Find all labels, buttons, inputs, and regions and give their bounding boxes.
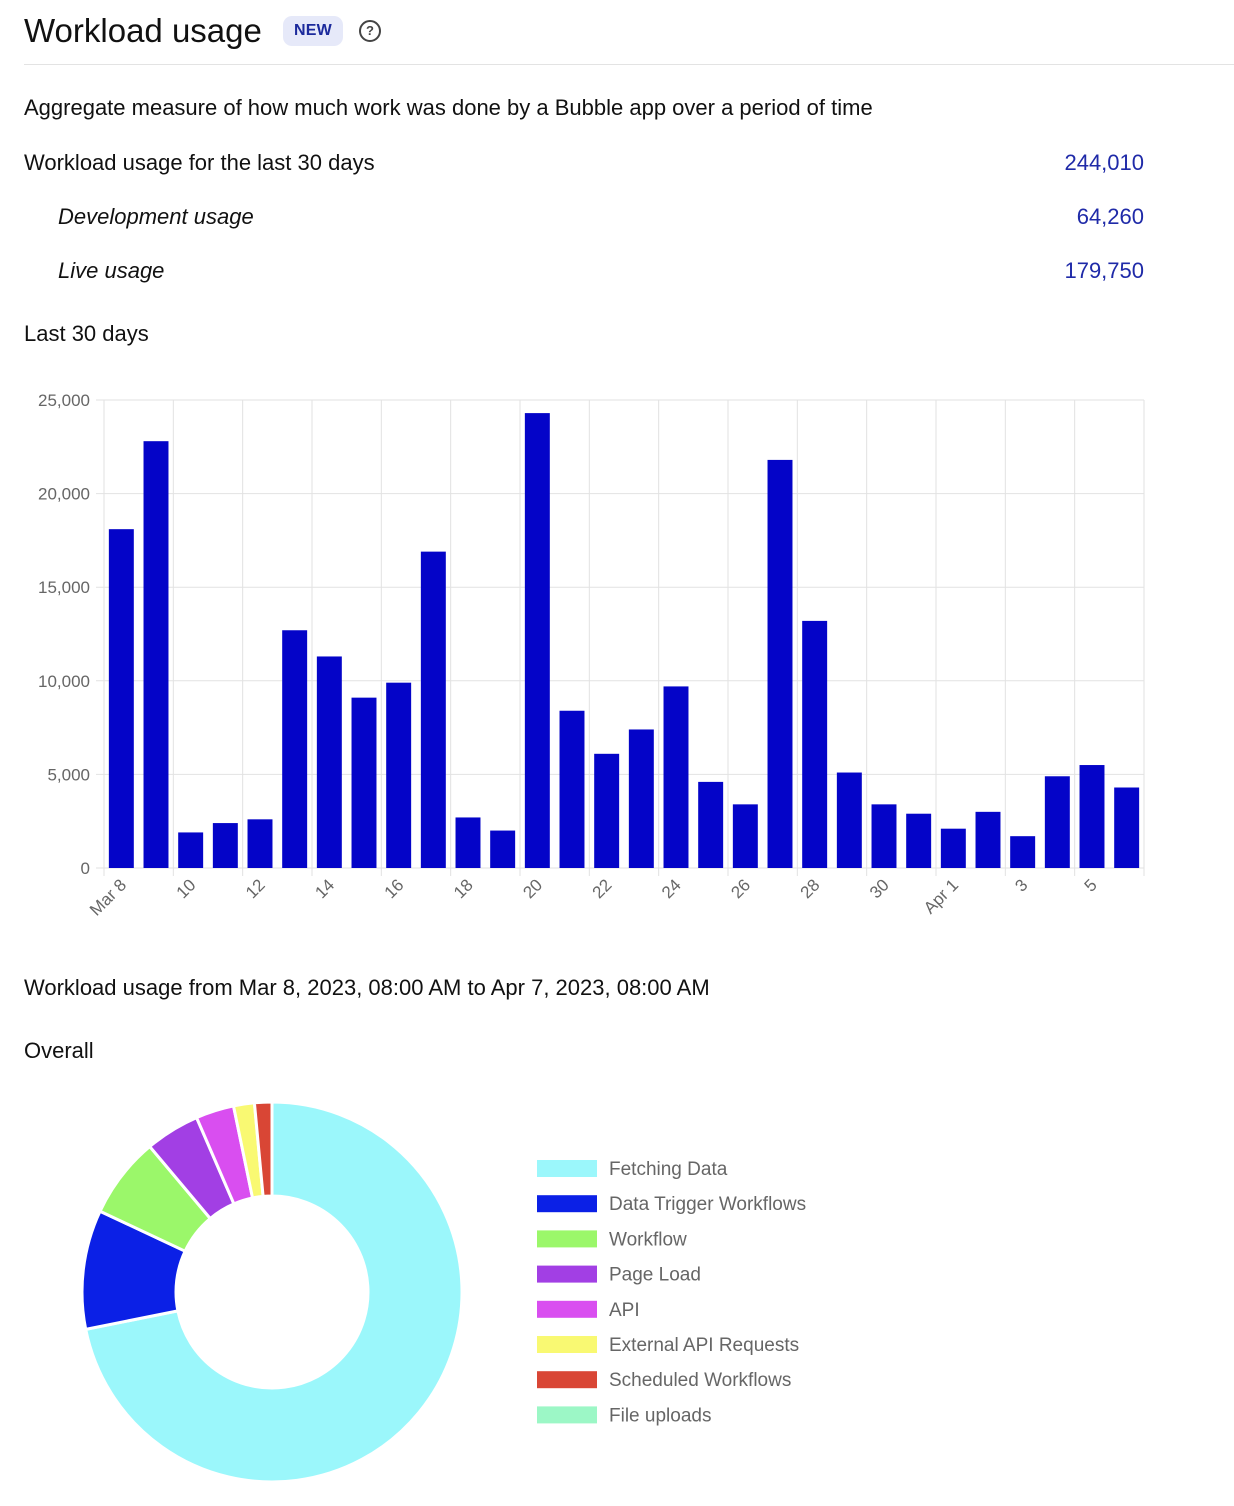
overall-donut-chart: Fetching Data Data Trigger Workflows Workf…: [80, 1100, 806, 1484]
bar-15[interactable]: [351, 697, 377, 868]
x-tick-label: 24: [658, 875, 685, 902]
y-tick-label: 10,000: [38, 672, 90, 691]
bar-24[interactable]: [663, 686, 689, 868]
legend-swatch: [537, 1265, 597, 1283]
bar-31[interactable]: [906, 813, 932, 868]
total-usage-label: Workload usage for the last 30 days: [24, 150, 375, 175]
slice-scheduled-workflows[interactable]: [252, 1100, 274, 1199]
x-tick-label: 30: [866, 875, 893, 902]
y-tick-label: 20,000: [38, 485, 90, 504]
legend-swatch: [537, 1371, 597, 1389]
total-usage-value: 244,010: [1064, 150, 1144, 175]
slice-fetching-data[interactable]: [83, 1100, 464, 1484]
overall-label: Overall: [24, 1038, 94, 1063]
y-tick-label: 5,000: [47, 765, 90, 784]
x-tick-label: Mar 8: [86, 875, 130, 919]
x-tick-label: 28: [797, 875, 824, 902]
bar-10[interactable]: [178, 832, 204, 868]
legend-label: File uploads: [609, 1405, 711, 1426]
legend-item-page-load[interactable]: Page Load: [537, 1265, 701, 1286]
bar-9[interactable]: [143, 441, 169, 868]
x-tick-label: 10: [173, 875, 200, 902]
legend-item-data-trigger-workflows[interactable]: Data Trigger Workflows: [537, 1194, 806, 1215]
page-header: Workload usage NEW ?: [24, 10, 1234, 65]
bar-29[interactable]: [836, 772, 862, 868]
legend-label: External API Requests: [609, 1335, 799, 1356]
legend-item-external-api-requests[interactable]: External API Requests: [537, 1335, 799, 1356]
bar-2[interactable]: [975, 811, 1001, 868]
x-tick-label: 20: [519, 875, 546, 902]
usage-bar-chart: 0 5,000 10,000 15,000 20,000 25,000 Mar 8 10 12 1…: [38, 391, 1145, 920]
x-tick-label: 12: [242, 875, 269, 902]
legend-label: Page Load: [609, 1265, 701, 1286]
bar-4[interactable]: [1044, 776, 1070, 868]
bar-13[interactable]: [282, 630, 308, 868]
bar-22[interactable]: [594, 753, 620, 868]
bar-28[interactable]: [802, 620, 828, 868]
bar-3[interactable]: [1010, 836, 1036, 868]
y-tick-label: 25,000: [38, 391, 90, 410]
legend-label: API: [609, 1300, 640, 1321]
bar-23[interactable]: [628, 729, 654, 868]
page-title: Workload usage: [24, 12, 262, 49]
live-usage-label: Live usage: [58, 258, 165, 283]
x-tick-label: Apr 1: [920, 875, 962, 917]
bar-14[interactable]: [316, 656, 342, 868]
legend-item-scheduled-workflows[interactable]: Scheduled Workflows: [537, 1370, 791, 1391]
description-text: Aggregate measure of how much work was d…: [24, 95, 873, 120]
live-usage-value: 179,750: [1064, 258, 1144, 283]
bar-11[interactable]: [212, 823, 238, 868]
bar-19[interactable]: [490, 830, 516, 868]
legend-swatch: [537, 1336, 597, 1353]
legend-swatch: [537, 1195, 597, 1213]
x-tick-label: 3: [1011, 875, 1031, 895]
bar-apr-1[interactable]: [940, 828, 966, 868]
x-tick-label: 26: [727, 875, 754, 902]
legend-item-file-uploads[interactable]: File uploads: [537, 1405, 711, 1426]
legend-swatch: [537, 1160, 597, 1177]
development-usage-value: 64,260: [1076, 204, 1144, 229]
y-tick-label: 15,000: [38, 578, 90, 597]
bar-21[interactable]: [559, 710, 585, 868]
bar-5[interactable]: [1079, 765, 1105, 868]
x-tick-label: 22: [589, 875, 616, 902]
bar-26[interactable]: [732, 804, 758, 868]
new-badge: NEW: [283, 16, 343, 46]
x-tick-label: 16: [381, 875, 408, 902]
legend-item-api[interactable]: API: [537, 1300, 640, 1321]
x-tick-label: 18: [450, 875, 477, 902]
bar-20[interactable]: [524, 413, 550, 868]
bar-mar-8[interactable]: [108, 529, 134, 868]
bar-27[interactable]: [767, 459, 793, 868]
legend-swatch: [537, 1406, 597, 1424]
bar-25[interactable]: [698, 781, 724, 868]
bar-12[interactable]: [247, 819, 273, 868]
range-text: Workload usage from Mar 8, 2023, 08:00 A…: [24, 975, 710, 1000]
development-usage-label: Development usage: [58, 204, 254, 229]
legend-swatch: [537, 1300, 597, 1318]
bar-18[interactable]: [455, 817, 481, 868]
legend-label: Workflow: [609, 1229, 687, 1250]
y-tick-label: 0: [81, 859, 90, 878]
legend-swatch: [537, 1230, 597, 1248]
bar-6[interactable]: [1114, 787, 1140, 868]
legend-label: Data Trigger Workflows: [609, 1194, 806, 1215]
legend-item-workflow[interactable]: Workflow: [537, 1229, 687, 1250]
bar-17[interactable]: [420, 551, 446, 868]
legend-label: Fetching Data: [609, 1159, 728, 1180]
bar-16[interactable]: [386, 682, 412, 868]
question-circle-icon[interactable]: ?: [359, 20, 381, 42]
chart-title: Last 30 days: [24, 321, 149, 346]
x-tick-label: 5: [1081, 875, 1101, 895]
x-tick-label: 14: [311, 875, 338, 902]
legend-label: Scheduled Workflows: [609, 1370, 791, 1391]
bar-30[interactable]: [871, 804, 897, 868]
legend-item-fetching-data[interactable]: Fetching Data: [537, 1159, 728, 1180]
